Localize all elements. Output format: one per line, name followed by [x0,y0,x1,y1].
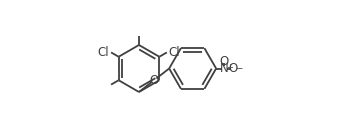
Text: O: O [220,55,229,68]
Text: Cl: Cl [168,46,180,59]
Text: O: O [149,74,159,87]
Text: O: O [228,62,238,75]
Text: Cl: Cl [98,46,110,59]
Text: −: − [235,63,242,72]
Text: +: + [226,63,233,72]
Text: N: N [220,62,228,75]
